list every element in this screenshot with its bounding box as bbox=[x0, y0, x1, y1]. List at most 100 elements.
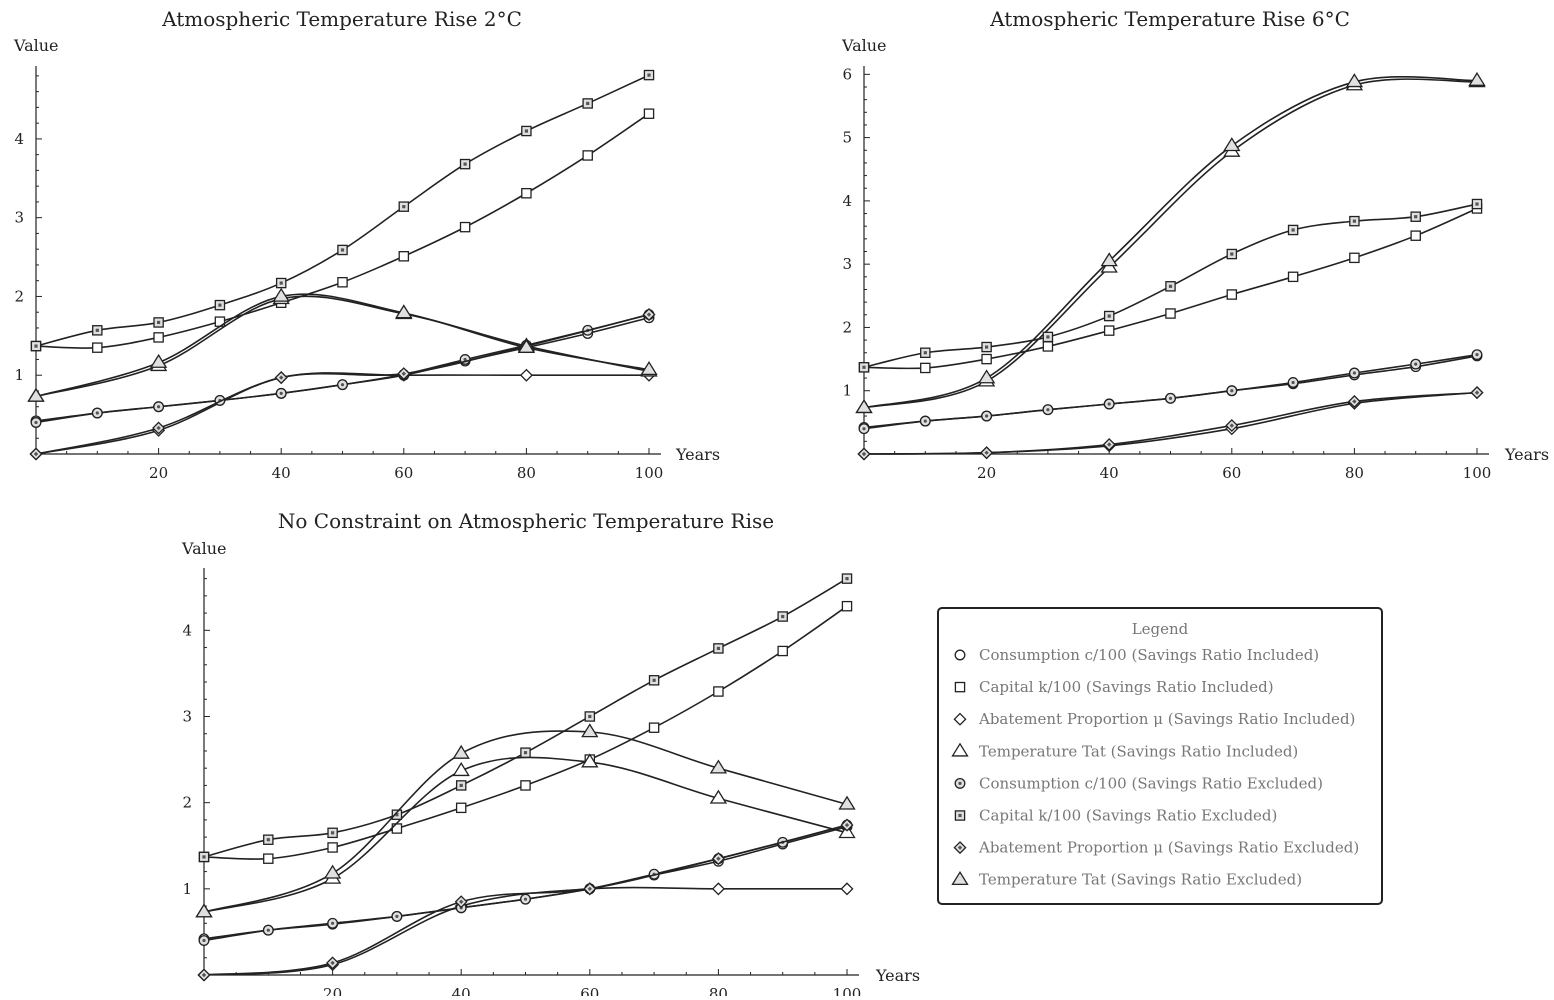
data-point-triangle-dot-marker bbox=[1345, 73, 1364, 88]
y-tick-label: 4 bbox=[182, 621, 192, 639]
x-axis-label: Years bbox=[1504, 445, 1549, 464]
series-consumption-c-100-savings-ratio-included bbox=[198, 821, 853, 945]
series-consumption-c-100-savings-ratio-excluded bbox=[858, 349, 1483, 435]
series-capital-k-100-savings-ratio-excluded bbox=[198, 573, 853, 863]
data-point-square-marker bbox=[521, 188, 532, 199]
data-point-square-dot-marker bbox=[1226, 248, 1238, 260]
data-point-diamond-dot-marker bbox=[1102, 437, 1116, 452]
data-point-square-dot-marker bbox=[777, 611, 788, 622]
data-point-circle-dot-marker bbox=[275, 387, 287, 399]
data-point-triangle-dot-marker bbox=[581, 723, 599, 738]
data-point-triangle-marker bbox=[581, 753, 599, 768]
data-point-square-dot-marker bbox=[520, 747, 531, 758]
series-line bbox=[203, 824, 848, 976]
legend-circle-marker bbox=[954, 649, 966, 661]
data-point-diamond-marker bbox=[840, 882, 854, 896]
legend-item-label: Consumption c/100 (Savings Ratio Include… bbox=[979, 646, 1319, 664]
legend-triangle-dot-marker bbox=[951, 870, 969, 885]
data-point-diamond-dot-marker bbox=[274, 371, 288, 385]
series-abatement-proportion-savings-ratio-excluded bbox=[197, 818, 854, 982]
data-point-square-dot-marker bbox=[981, 341, 992, 353]
data-point-triangle-dot-marker bbox=[323, 864, 342, 879]
x-tick-label: 40 bbox=[452, 985, 471, 996]
data-point-square-dot-marker bbox=[198, 851, 210, 863]
series-line bbox=[203, 824, 848, 942]
data-point-square-marker bbox=[1410, 230, 1421, 241]
data-point-circle-dot-marker bbox=[153, 401, 165, 413]
data-point-square-marker bbox=[1165, 308, 1176, 319]
data-point-triangle-dot-marker bbox=[855, 399, 873, 414]
series-line bbox=[35, 313, 650, 424]
y-tick-label: 5 bbox=[842, 129, 852, 147]
legend-item: Temperature Tat (Savings Ratio Excluded) bbox=[951, 870, 1302, 889]
data-point-diamond-marker bbox=[711, 882, 725, 896]
y-tick-label: 6 bbox=[842, 65, 852, 83]
series-line bbox=[863, 78, 1478, 409]
data-point-square-marker bbox=[777, 645, 788, 657]
data-point-triangle-dot-marker bbox=[709, 759, 728, 774]
series-line bbox=[203, 826, 848, 940]
y-tick-label: 4 bbox=[14, 130, 24, 148]
series-line bbox=[35, 313, 650, 455]
x-axis-label: Years bbox=[675, 445, 720, 464]
data-point-circle-dot-marker bbox=[391, 910, 403, 922]
chart-title: No Constraint on Atmospheric Temperature… bbox=[278, 509, 774, 533]
x-tick-label: 60 bbox=[580, 985, 599, 996]
data-point-triangle-dot-marker bbox=[272, 287, 290, 302]
data-point-square-marker bbox=[981, 353, 992, 365]
legend-item-label: Temperature Tat (Savings Ratio Excluded) bbox=[979, 871, 1302, 889]
data-point-square-marker bbox=[459, 221, 471, 233]
data-point-diamond-dot-marker bbox=[840, 818, 854, 832]
data-point-square-dot-marker bbox=[713, 643, 724, 654]
data-point-triangle-dot-marker bbox=[195, 903, 213, 918]
data-point-square-dot-marker bbox=[92, 325, 103, 336]
data-point-square-dot-marker bbox=[153, 317, 164, 328]
legend-item-label: Capital k/100 (Savings Ratio Excluded) bbox=[979, 807, 1277, 825]
series-temperature-tat-savings-ratio-excluded bbox=[195, 723, 856, 918]
data-point-circle-dot-marker bbox=[198, 935, 210, 946]
data-point-square-dot-marker bbox=[584, 711, 596, 722]
x-tick-label: 100 bbox=[635, 464, 664, 482]
legend-item-label: Consumption c/100 (Savings Ratio Exclude… bbox=[979, 774, 1323, 792]
data-point-circle-dot-marker bbox=[858, 423, 870, 435]
data-point-square-dot-marker bbox=[1287, 224, 1299, 236]
data-point-diamond-dot-marker bbox=[857, 447, 871, 461]
x-tick-label: 80 bbox=[1345, 464, 1364, 482]
y-axis-label: Value bbox=[181, 539, 227, 558]
data-point-square-dot-marker bbox=[214, 299, 226, 311]
y-axis-label: Value bbox=[13, 36, 59, 55]
data-point-diamond-dot-marker bbox=[326, 956, 340, 970]
series-abatement-proportion-savings-ratio-excluded bbox=[857, 386, 1484, 461]
data-point-diamond-dot-marker bbox=[1225, 419, 1239, 433]
data-point-circle-dot-marker bbox=[1103, 398, 1115, 410]
data-point-square-dot-marker bbox=[1103, 310, 1115, 322]
data-point-square-marker bbox=[337, 277, 348, 288]
data-point-triangle-dot-marker bbox=[517, 338, 536, 353]
series-capital-k-100-savings-ratio-excluded bbox=[858, 198, 1483, 373]
data-point-triangle-dot-marker bbox=[1468, 71, 1486, 86]
legend-triangle-marker bbox=[951, 742, 969, 757]
y-tick-label: 2 bbox=[842, 318, 852, 336]
data-point-circle-dot-marker bbox=[1287, 377, 1299, 388]
y-tick-label: 4 bbox=[842, 192, 852, 210]
data-point-diamond-dot-marker bbox=[642, 308, 656, 322]
legend-box bbox=[937, 607, 1383, 905]
data-point-square-marker bbox=[1226, 289, 1238, 300]
data-point-triangle-marker bbox=[709, 789, 728, 804]
legend: Legend Consumption c/100 (Savings Ratio … bbox=[937, 607, 1383, 905]
data-point-square-dot-marker bbox=[459, 158, 471, 170]
series-capital-k-100-savings-ratio-excluded bbox=[30, 69, 655, 352]
data-point-diamond-dot-marker bbox=[29, 447, 43, 461]
data-point-square-marker bbox=[920, 362, 931, 374]
data-point-square-dot-marker bbox=[275, 277, 287, 289]
x-tick-label: 20 bbox=[149, 464, 168, 482]
legend-diamond-marker bbox=[953, 712, 967, 726]
legend-item-label: Abatement Proportion μ (Savings Ratio In… bbox=[978, 710, 1355, 728]
x-tick-label: 100 bbox=[1463, 464, 1492, 482]
legend-item: Temperature Tat (Savings Ratio Included) bbox=[951, 742, 1298, 760]
data-point-square-dot-marker bbox=[841, 573, 853, 584]
x-tick-label: 60 bbox=[394, 464, 413, 482]
data-point-diamond-dot-marker bbox=[197, 968, 211, 982]
data-point-diamond-dot-marker bbox=[454, 895, 468, 909]
legend-item: Abatement Proportion μ (Savings Ratio Ex… bbox=[953, 839, 1359, 857]
